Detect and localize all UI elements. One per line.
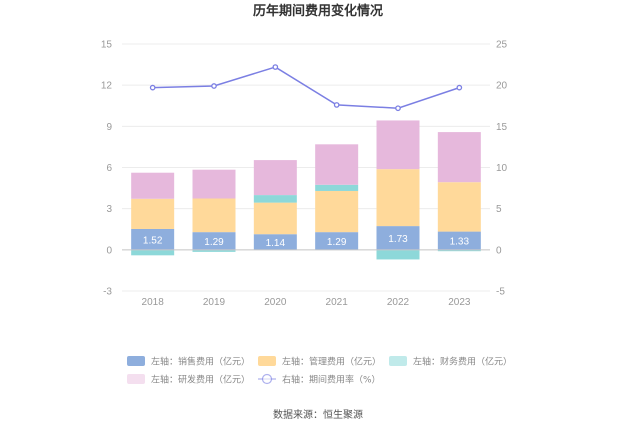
right-tick-label: -5 bbox=[496, 287, 505, 298]
left-tick-label: 0 bbox=[106, 245, 112, 256]
expense-rate-point bbox=[149, 84, 156, 91]
bar-segment bbox=[131, 198, 175, 229]
right-tick-label: 0 bbox=[496, 245, 502, 256]
bar-value-label: 1.52 bbox=[143, 235, 163, 246]
legend-item[interactable]: 左轴：研发费用（亿元） bbox=[127, 374, 250, 386]
bar-segment bbox=[376, 249, 420, 260]
bar-value-label: 1.73 bbox=[388, 234, 408, 245]
bar-segment bbox=[192, 198, 236, 233]
legend-marker bbox=[261, 373, 273, 385]
bar-segment bbox=[437, 231, 481, 250]
bar-value-label: 1.14 bbox=[266, 238, 286, 249]
legend-label: 右轴：期间费用率（%） bbox=[282, 374, 381, 386]
bar-segment bbox=[253, 234, 297, 250]
bar-segment bbox=[315, 232, 359, 250]
left-tick-label: 3 bbox=[106, 204, 112, 215]
legend-label: 左轴：研发费用（亿元） bbox=[151, 374, 250, 386]
expense-rate-point bbox=[456, 84, 463, 91]
right-tick-label: 20 bbox=[496, 81, 508, 92]
right-tick-label: 5 bbox=[496, 204, 502, 215]
expense-rate-point bbox=[211, 83, 217, 89]
legend-label: 左轴：财务费用（亿元） bbox=[413, 356, 512, 368]
bar-segment bbox=[253, 160, 297, 196]
left-tick-label: 12 bbox=[101, 81, 113, 92]
expense-rate-polyline bbox=[152, 66, 460, 109]
legend-item[interactable]: 左轴：销售费用（亿元） bbox=[127, 356, 250, 368]
legend-item[interactable]: 左轴：财务费用（亿元） bbox=[389, 356, 512, 368]
expense-rate-point bbox=[272, 64, 279, 70]
left-tick-label: 6 bbox=[106, 163, 112, 174]
legend-item[interactable]: 右轴：期间费用率（%） bbox=[258, 374, 381, 386]
bar-segment bbox=[315, 144, 359, 185]
legend[interactable]: 左轴：销售费用（亿元） 左轴：管理费用（亿元） 左轴：财务费用（亿元） 左轴：研发费用… bbox=[127, 356, 512, 386]
bar-segment bbox=[437, 249, 481, 252]
legend-label: 左轴：管理费用（亿元） bbox=[282, 356, 381, 368]
legend-swatch bbox=[127, 356, 145, 366]
bar-value-labels: 1.52 1.29 1.14 1.29 1.73 1.33 bbox=[143, 234, 470, 249]
data-source: 数据来源：恒生聚源 bbox=[273, 408, 363, 421]
bar-segment bbox=[376, 120, 420, 170]
bar-segment bbox=[131, 228, 175, 250]
bar-segment bbox=[253, 195, 297, 203]
bar-segment bbox=[131, 249, 175, 256]
gridlines bbox=[122, 43, 490, 292]
bar-segment bbox=[376, 169, 420, 227]
bar-segment bbox=[315, 184, 359, 191]
x-tick-label: 2018 bbox=[142, 297, 165, 308]
bar-segment bbox=[192, 169, 236, 199]
x-axis: 2018 2019 2020 2021 2022 2023 bbox=[142, 297, 471, 308]
right-tick-label: 10 bbox=[496, 163, 508, 174]
right-tick-label: 15 bbox=[496, 122, 508, 133]
bar-value-label: 1.29 bbox=[327, 237, 347, 248]
x-tick-label: 2019 bbox=[203, 297, 226, 308]
chart-title: 历年期间费用变化情况 bbox=[253, 3, 383, 19]
bar-value-label: 1.29 bbox=[204, 237, 224, 248]
expense-rate-line bbox=[149, 64, 463, 112]
left-tick-label: -3 bbox=[103, 287, 112, 298]
bar-segment bbox=[437, 132, 481, 183]
legend-swatch bbox=[389, 356, 407, 366]
legend-swatch bbox=[127, 374, 145, 384]
expense-rate-point bbox=[395, 105, 401, 112]
bar-segment bbox=[315, 190, 359, 233]
bar-segment bbox=[192, 249, 236, 252]
bar-segment bbox=[192, 232, 236, 250]
legend-swatch bbox=[258, 356, 276, 366]
x-tick-label: 2022 bbox=[387, 297, 410, 308]
right-axis: 25 20 15 10 5 0 -5 bbox=[496, 40, 508, 298]
legend-label: 左轴：销售费用（亿元） bbox=[151, 356, 250, 368]
x-tick-label: 2020 bbox=[264, 297, 287, 308]
bar-segment bbox=[253, 202, 297, 235]
bar-segment bbox=[131, 172, 175, 199]
left-tick-label: 15 bbox=[101, 40, 113, 51]
expense-rate-point bbox=[333, 102, 340, 108]
bar-segment bbox=[376, 226, 420, 250]
right-tick-label: 25 bbox=[496, 40, 508, 51]
bar-segment bbox=[437, 182, 481, 232]
legend-item[interactable]: 左轴：管理费用（亿元） bbox=[258, 356, 381, 368]
x-tick-label: 2021 bbox=[326, 297, 349, 308]
left-tick-label: 9 bbox=[106, 122, 112, 133]
left-axis: 15 12 9 6 3 0 -3 bbox=[101, 40, 113, 298]
stacked-bars bbox=[131, 120, 481, 260]
x-tick-label: 2023 bbox=[448, 297, 471, 308]
bar-value-label: 1.33 bbox=[450, 237, 470, 248]
